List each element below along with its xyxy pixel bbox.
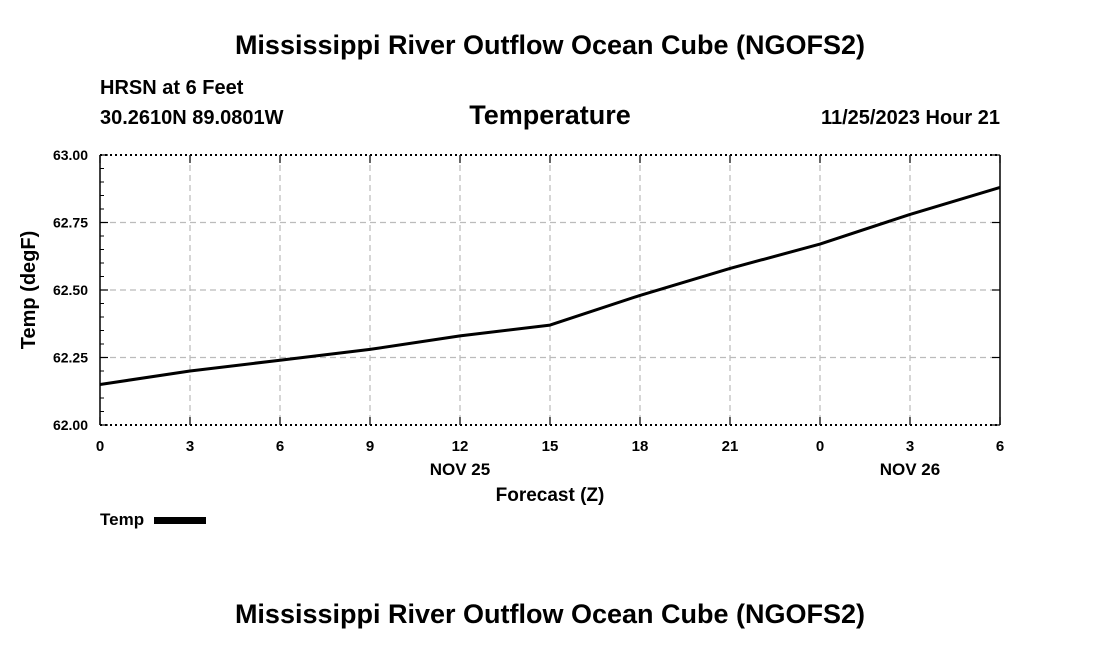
y-tick-label: 62.00 [53, 417, 88, 433]
y-tick-label: 62.75 [53, 215, 88, 231]
series-layer [99, 185, 1001, 386]
grid [100, 155, 1000, 425]
station-coordinates: 30.2610N 89.0801W [100, 107, 284, 129]
series-line-temp [99, 185, 1001, 386]
chart-title: Temperature [469, 100, 631, 130]
x-tick-label: 18 [632, 438, 649, 455]
x-date-label: NOV 26 [880, 460, 940, 479]
page-title: Mississippi River Outflow Ocean Cube (NG… [234, 30, 866, 60]
y-tick-label: 62.25 [53, 350, 88, 366]
x-tick-label: 21 [722, 438, 739, 455]
axis-labels: 0 3 6 9 12 15 18 21 0 3 6 62.00 62.25 62.50 62.75 63.00… [18, 147, 1004, 506]
y-tick-label: 63.00 [53, 147, 88, 163]
x-tick-label: 15 [542, 438, 559, 455]
axes [99, 154, 1001, 426]
x-tick-label: 6 [996, 438, 1004, 455]
x-date-label: NOV 25 [430, 460, 490, 479]
timestamp: 11/25/2023 Hour 21 [820, 107, 1000, 129]
station-label: HRSN at 6 Feet [100, 77, 244, 99]
x-tick-label: 6 [276, 438, 284, 455]
legend-line-swatch [154, 516, 207, 524]
y-axis-title: Temp (degF) [18, 231, 40, 350]
footer-title: Mississippi River Outflow Ocean Cube (NG… [234, 599, 866, 629]
legend-label: Temp [100, 510, 145, 529]
x-tick-label: 9 [366, 438, 374, 455]
y-tick-label: 62.50 [53, 282, 88, 298]
x-tick-label: 0 [96, 438, 104, 455]
x-axis-title: Forecast (Z) [496, 485, 605, 506]
x-tick-label: 3 [906, 438, 914, 455]
legend: Temp [100, 510, 207, 530]
x-tick-label: 3 [186, 438, 194, 455]
x-tick-label: 12 [452, 438, 469, 455]
x-tick-label: 0 [816, 438, 824, 455]
